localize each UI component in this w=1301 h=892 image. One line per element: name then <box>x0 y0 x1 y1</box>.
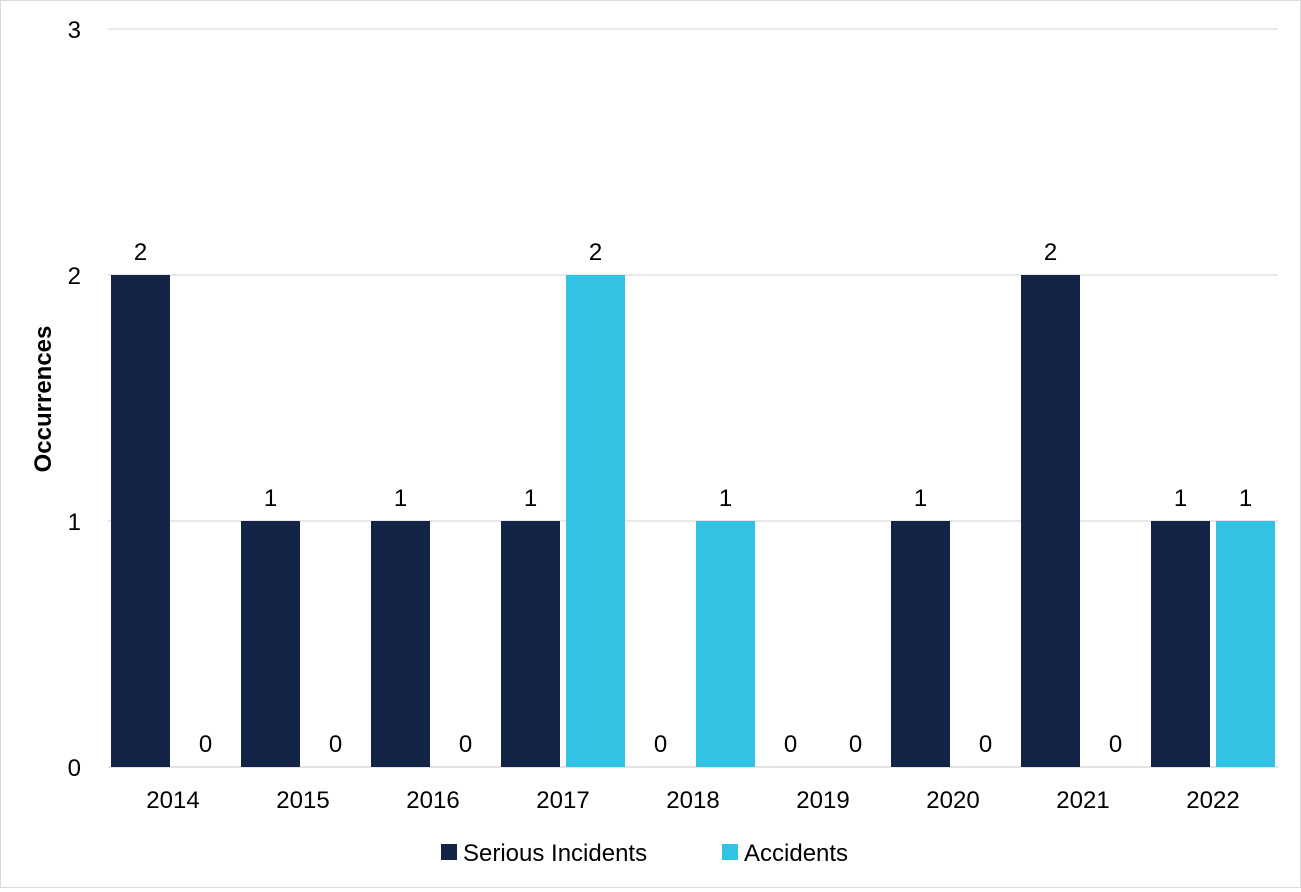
data-label: 0 <box>329 731 342 758</box>
y-axis-label: Occurrences <box>30 326 57 473</box>
data-label: 0 <box>784 731 797 758</box>
x-tick-label: 2014 <box>146 787 199 814</box>
data-label: 0 <box>199 731 212 758</box>
legend: Serious Incidents Accidents <box>441 840 848 867</box>
x-tick-label: 2020 <box>926 787 979 814</box>
y-tick-label: 0 <box>68 755 81 782</box>
bar-serious-incidents <box>371 521 430 767</box>
data-labels: 2 0 1 0 1 0 1 2 0 1 0 0 1 0 2 0 1 1 <box>134 239 1252 758</box>
legend-label: Serious Incidents <box>463 840 647 867</box>
x-tick-label: 2018 <box>666 787 719 814</box>
y-tick-label: 3 <box>68 17 81 44</box>
data-label: 1 <box>914 485 927 512</box>
legend-label: Accidents <box>744 840 848 867</box>
data-label: 0 <box>1109 731 1122 758</box>
bar-serious-incidents <box>1151 521 1210 767</box>
legend-item: Serious Incidents <box>441 840 647 867</box>
data-label: 1 <box>264 485 277 512</box>
data-label: 1 <box>1174 485 1187 512</box>
y-tick-label: 1 <box>68 509 81 536</box>
bar-accidents <box>566 275 625 767</box>
x-tick-label: 2021 <box>1056 787 1109 814</box>
bar-serious-incidents <box>111 275 170 767</box>
data-label: 2 <box>1044 239 1057 266</box>
y-axis-ticks: 0 1 2 3 <box>68 17 81 782</box>
x-tick-label: 2016 <box>406 787 459 814</box>
bar-serious-incidents <box>501 521 560 767</box>
bar-serious-incidents <box>1021 275 1080 767</box>
legend-item: Accidents <box>722 840 848 867</box>
bar-accidents <box>1216 521 1275 767</box>
data-label: 0 <box>654 731 667 758</box>
data-label: 0 <box>979 731 992 758</box>
legend-swatch <box>441 844 457 860</box>
data-label: 1 <box>1239 485 1252 512</box>
x-axis-ticks: 2014 2015 2016 2017 2018 2019 2020 2021 2022 <box>146 787 1239 814</box>
bars <box>111 275 1275 767</box>
legend-swatch <box>722 844 738 860</box>
bar-accidents <box>696 521 755 767</box>
data-label: 2 <box>589 239 602 266</box>
y-tick-label: 2 <box>68 263 81 290</box>
data-label: 1 <box>394 485 407 512</box>
x-tick-label: 2022 <box>1186 787 1239 814</box>
data-label: 0 <box>849 731 862 758</box>
data-label: 2 <box>134 239 147 266</box>
x-tick-label: 2017 <box>536 787 589 814</box>
data-label: 0 <box>459 731 472 758</box>
gridlines <box>108 28 1278 768</box>
data-label: 1 <box>524 485 537 512</box>
bar-serious-incidents <box>241 521 300 767</box>
bar-serious-incidents <box>891 521 950 767</box>
data-label: 1 <box>719 485 732 512</box>
x-tick-label: 2019 <box>796 787 849 814</box>
x-tick-label: 2015 <box>276 787 329 814</box>
